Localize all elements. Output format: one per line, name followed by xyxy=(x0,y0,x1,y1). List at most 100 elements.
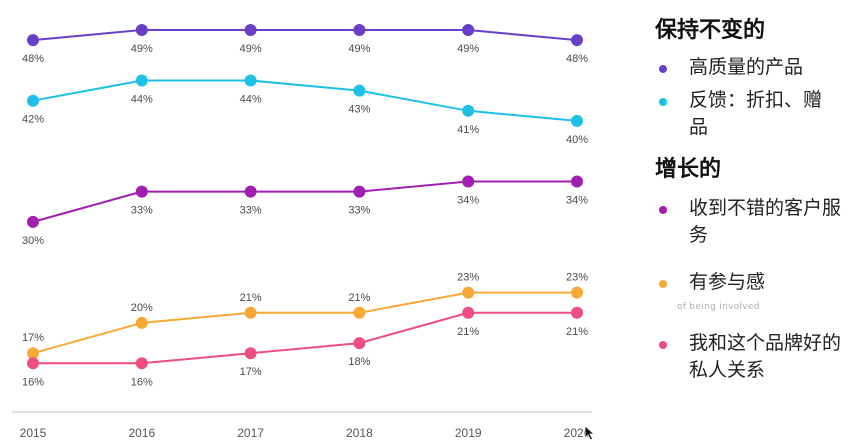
data-label-relationship-2018: 18% xyxy=(348,356,370,368)
data-point-service-2020 xyxy=(571,175,583,188)
data-point-quality-2017 xyxy=(244,24,257,36)
series-line-involved xyxy=(32,291,577,355)
data-point-involved-2018 xyxy=(353,306,366,319)
data-point-feedback-2015 xyxy=(27,94,39,107)
data-label-feedback-2016: 44% xyxy=(131,94,153,106)
data-point-relationship-2018 xyxy=(353,337,366,350)
data-point-quality-2020 xyxy=(571,34,583,47)
legend-heading-unchanged: 保持不变的 xyxy=(655,18,766,43)
data-label-feedback-2020: 40% xyxy=(566,134,588,146)
series-line-feedback xyxy=(32,79,578,122)
data-point-service-2015 xyxy=(27,215,39,228)
data-label-involved-2019: 23% xyxy=(457,272,479,284)
data-point-quality-2015 xyxy=(27,34,39,47)
data-label-relationship-2017: 17% xyxy=(240,366,262,378)
data-point-relationship-2017 xyxy=(244,347,257,360)
legend-item-involved: 有参与感 xyxy=(655,269,850,296)
legend-heading-growing: 增长的 xyxy=(655,157,722,182)
series-involved: 17% 20% 21% 21% 23% 23% xyxy=(22,272,588,360)
legend-item-relationship: 我和这个品牌好的私人关系 xyxy=(655,330,854,384)
legend-dot-icon xyxy=(659,280,667,288)
legend-group-unchanged: 保持不变的 高质量的产品 反馈：折扣、赠品 xyxy=(655,14,850,141)
legend: 保持不变的 高质量的产品 反馈：折扣、赠品 增长的 收到不错的客户服务 有参与感… xyxy=(655,14,850,384)
x-tick-label-2020: 2020 xyxy=(564,426,591,440)
legend-dot-icon xyxy=(659,341,667,349)
x-axis-ticks: 2015 2016 2017 2018 2019 2020 xyxy=(20,426,591,440)
data-label-quality-2018: 49% xyxy=(348,43,370,55)
data-point-relationship-2020 xyxy=(571,306,583,319)
x-tick-label-2017: 2017 xyxy=(237,426,264,440)
x-tick-label-2018: 2018 xyxy=(346,426,373,440)
series-feedback: 42% 44% 44% 43% 41% 40% xyxy=(22,74,588,146)
data-point-quality-2018 xyxy=(353,24,366,36)
data-label-service-2020: 34% xyxy=(566,195,588,207)
data-point-involved-2019 xyxy=(462,286,475,299)
legend-item-feedback: 反馈：折扣、赠品 xyxy=(655,87,839,141)
legend-item-service: 收到不错的客户服务 xyxy=(655,195,854,249)
data-label-involved-2015: 17% xyxy=(22,332,44,344)
x-tick-label-2015: 2015 xyxy=(20,426,47,440)
legend-label: 高质量的产品 xyxy=(689,56,804,78)
data-point-relationship-2015 xyxy=(27,357,39,370)
data-label-relationship-2015: 16% xyxy=(22,376,44,388)
data-label-service-2015: 30% xyxy=(22,235,44,247)
legend-label: 收到不错的客户服务 xyxy=(689,197,842,246)
series-relationship: 16% 16% 17% 18% 21% 21% xyxy=(22,306,588,388)
data-point-involved-2015 xyxy=(27,347,39,360)
data-label-service-2017: 33% xyxy=(240,205,262,217)
series-line-quality xyxy=(32,29,578,42)
data-point-service-2018 xyxy=(353,185,366,198)
data-point-feedback-2020 xyxy=(571,114,583,127)
data-label-involved-2020: 23% xyxy=(566,272,588,284)
legend-label: 我和这个品牌好的私人关系 xyxy=(689,332,842,381)
data-point-feedback-2018 xyxy=(353,84,366,97)
data-label-involved-2016: 20% xyxy=(131,302,153,314)
data-point-involved-2020 xyxy=(571,286,583,299)
data-label-service-2016: 33% xyxy=(131,205,153,217)
data-point-service-2017 xyxy=(244,185,257,198)
data-point-feedback-2017 xyxy=(244,74,257,87)
data-point-involved-2017 xyxy=(244,306,257,319)
legend-label: 有参与感 xyxy=(689,271,766,293)
data-point-quality-2016 xyxy=(135,24,148,36)
data-label-quality-2017: 49% xyxy=(240,43,262,55)
data-label-quality-2016: 49% xyxy=(131,43,153,55)
data-point-service-2016 xyxy=(135,185,148,198)
legend-label: 反馈：折扣、赠品 xyxy=(689,89,823,138)
data-point-relationship-2016 xyxy=(135,357,148,370)
series-line-service xyxy=(32,180,577,223)
data-label-relationship-2020: 21% xyxy=(566,326,588,338)
data-point-quality-2019 xyxy=(462,24,475,36)
data-label-quality-2019: 49% xyxy=(457,43,479,55)
x-tick-label-2016: 2016 xyxy=(128,426,155,440)
ghost-caption: of being involved xyxy=(677,302,760,312)
data-point-feedback-2016 xyxy=(135,74,148,87)
legend-dot-icon xyxy=(659,65,667,73)
line-chart: 48%49% 49% 49% 49%48%42%44% 44%43%41%40%30%3… xyxy=(12,24,592,440)
data-point-feedback-2019 xyxy=(462,104,475,117)
series-quality: 48% 49% 49% 49% 49% 48% xyxy=(22,24,588,65)
data-label-service-2018: 33% xyxy=(348,205,370,217)
legend-item-quality: 高质量的产品 xyxy=(655,54,850,81)
data-label-feedback-2017: 44% xyxy=(240,94,262,106)
data-label-involved-2017: 21% xyxy=(240,292,262,304)
legend-dot-icon xyxy=(659,98,667,106)
data-label-feedback-2019: 41% xyxy=(457,124,479,136)
data-point-service-2019 xyxy=(462,175,475,188)
data-label-feedback-2018: 43% xyxy=(348,104,370,116)
data-label-quality-2020: 48% xyxy=(566,53,588,65)
legend-group-growing: 增长的 收到不错的客户服务 有参与感 我和这个品牌好的私人关系 xyxy=(655,153,850,384)
data-label-quality-2015: 48% xyxy=(22,53,44,65)
series-line-relationship xyxy=(33,311,577,365)
data-label-feedback-2015: 42% xyxy=(22,114,44,126)
legend-dot-icon xyxy=(659,206,667,214)
data-point-involved-2016 xyxy=(135,316,148,329)
mouse-cursor-icon xyxy=(584,425,596,441)
data-point-relationship-2019 xyxy=(462,306,475,319)
data-label-relationship-2016: 16% xyxy=(131,376,153,388)
series-layer: 48%49% 49% 49% 49%48%42%44% 44%43%41%40%30%3… xyxy=(22,24,588,388)
data-label-relationship-2019: 21% xyxy=(457,326,479,338)
data-label-involved-2018: 21% xyxy=(348,292,370,304)
data-label-service-2019: 34% xyxy=(457,195,479,207)
series-service: 30% 33% 33% 33% 34% 34% xyxy=(22,175,588,247)
